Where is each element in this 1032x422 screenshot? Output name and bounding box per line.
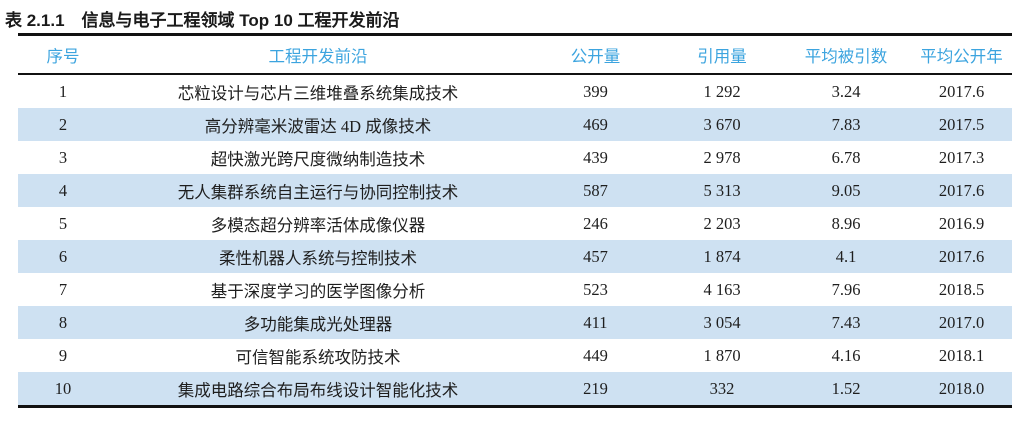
cell-front: 基于深度学习的医学图像分析 (210, 281, 426, 301)
cell-avg-year: 2017.3 (938, 147, 985, 167)
cell-published: 411 (583, 312, 608, 332)
table-row: 1 芯粒设计与芯片三维堆叠系统集成技术 399 1 292 3.24 2017.6 (18, 74, 1012, 108)
cell-citations: 332 (709, 378, 735, 398)
cell-avg-year: 2016.9 (938, 213, 985, 233)
cell-avg-year: 2017.6 (938, 81, 985, 101)
cell-front: 超快激光跨尺度微纳制造技术 (210, 149, 426, 169)
cell-rank: 6 (58, 246, 68, 266)
cell-rank: 1 (58, 81, 68, 101)
cell-published: 449 (583, 345, 608, 365)
table-row: 2 高分辨毫米波雷达 4D 成像技术 469 3 670 7.83 2017.5 (18, 108, 1012, 141)
cell-avg-year: 2018.5 (938, 279, 985, 299)
cell-avg-citations: 3.24 (831, 81, 861, 101)
table-row: 8 多功能集成光处理器 411 3 054 7.43 2017.0 (18, 306, 1012, 339)
cell-avg-citations: 9.05 (831, 180, 861, 200)
table-row: 9 可信智能系统攻防技术 449 1 870 4.16 2018.1 (18, 339, 1012, 372)
cell-citations: 1 870 (703, 345, 741, 365)
cell-citations: 1 874 (703, 246, 741, 266)
cell-avg-citations: 7.43 (831, 312, 861, 332)
cell-rank: 7 (58, 279, 68, 299)
cell-rank: 9 (58, 345, 68, 365)
cell-citations: 3 670 (703, 114, 741, 134)
cell-avg-year: 2017.5 (938, 114, 985, 134)
table-body: 1 芯粒设计与芯片三维堆叠系统集成技术 399 1 292 3.24 2017.6 2 高分辨… (18, 74, 1012, 407)
cell-citations: 1 292 (703, 81, 741, 101)
cell-avg-citations: 1.52 (831, 378, 861, 398)
table-row: 4 无人集群系统自主运行与协同控制技术 587 5 313 9.05 2017.6 (18, 174, 1012, 207)
cell-published: 587 (583, 180, 608, 200)
cell-avg-year: 2017.6 (938, 180, 985, 200)
col-header-avg-citations: 平均被引数 (781, 34, 911, 75)
header-row: 序号 工程开发前沿 公开量 引用量 平均被引数 平均公开年 (18, 34, 1012, 75)
cell-published: 219 (583, 378, 608, 398)
cell-front: 无人集群系统自主运行与协同控制技术 (177, 182, 459, 202)
cell-rank: 3 (58, 147, 68, 167)
cell-avg-citations: 6.78 (831, 147, 861, 167)
cell-published: 457 (583, 246, 608, 266)
table-container: 序号 工程开发前沿 公开量 引用量 平均被引数 平均公开年 1 芯粒设计与芯片三维… (18, 33, 1012, 408)
col-header-avg-year: 平均公开年 (911, 34, 1012, 75)
table-row: 3 超快激光跨尺度微纳制造技术 439 2 978 6.78 2017.3 (18, 141, 1012, 174)
cell-front: 多模态超分辨率活体成像仪器 (210, 215, 426, 235)
cell-avg-citations: 4.16 (831, 345, 861, 365)
cell-rank: 10 (54, 378, 72, 398)
cell-citations: 5 313 (703, 180, 741, 200)
cell-published: 399 (583, 81, 608, 101)
col-header-rank: 序号 (18, 34, 108, 75)
cell-rank: 4 (58, 180, 68, 200)
cell-avg-year: 2017.0 (938, 312, 985, 332)
cell-front: 柔性机器人系统与控制技术 (219, 248, 417, 268)
cell-published: 439 (583, 147, 608, 167)
cell-front: 高分辨毫米波雷达 4D 成像技术 (204, 116, 432, 136)
cell-avg-citations: 7.96 (831, 279, 861, 299)
cell-avg-citations: 8.96 (831, 213, 861, 233)
table-row: 7 基于深度学习的医学图像分析 523 4 163 7.96 2018.5 (18, 273, 1012, 306)
cell-front: 多功能集成光处理器 (243, 314, 393, 334)
cell-rank: 5 (58, 213, 68, 233)
cell-front: 芯粒设计与芯片三维堆叠系统集成技术 (177, 83, 459, 103)
fronts-table: 序号 工程开发前沿 公开量 引用量 平均被引数 平均公开年 1 芯粒设计与芯片三维… (18, 33, 1012, 408)
cell-front: 集成电路综合布局布线设计智能化技术 (177, 380, 459, 400)
col-header-published: 公开量 (528, 34, 663, 75)
cell-avg-year: 2018.0 (938, 378, 985, 398)
cell-published: 246 (583, 213, 608, 233)
cell-citations: 2 978 (703, 147, 741, 167)
table-row: 5 多模态超分辨率活体成像仪器 246 2 203 8.96 2016.9 (18, 207, 1012, 240)
cell-citations: 2 203 (703, 213, 741, 233)
col-header-citations: 引用量 (663, 34, 781, 75)
table-title: 表 2.1.1 信息与电子工程领域 Top 10 工程开发前沿 (5, 11, 400, 30)
cell-published: 469 (583, 114, 608, 134)
cell-avg-citations: 7.83 (831, 114, 861, 134)
cell-rank: 2 (58, 114, 68, 134)
cell-avg-year: 2017.6 (938, 246, 985, 266)
cell-avg-citations: 4.1 (835, 246, 857, 266)
cell-citations: 3 054 (703, 312, 741, 332)
cell-citations: 4 163 (703, 279, 741, 299)
cell-front: 可信智能系统攻防技术 (235, 347, 401, 367)
cell-avg-year: 2018.1 (938, 345, 985, 365)
table-row: 6 柔性机器人系统与控制技术 457 1 874 4.1 2017.6 (18, 240, 1012, 273)
table-row: 10 集成电路综合布局布线设计智能化技术 219 332 1.52 2018.0 (18, 372, 1012, 407)
col-header-front: 工程开发前沿 (108, 34, 528, 75)
cell-rank: 8 (58, 312, 68, 332)
cell-published: 523 (583, 279, 608, 299)
